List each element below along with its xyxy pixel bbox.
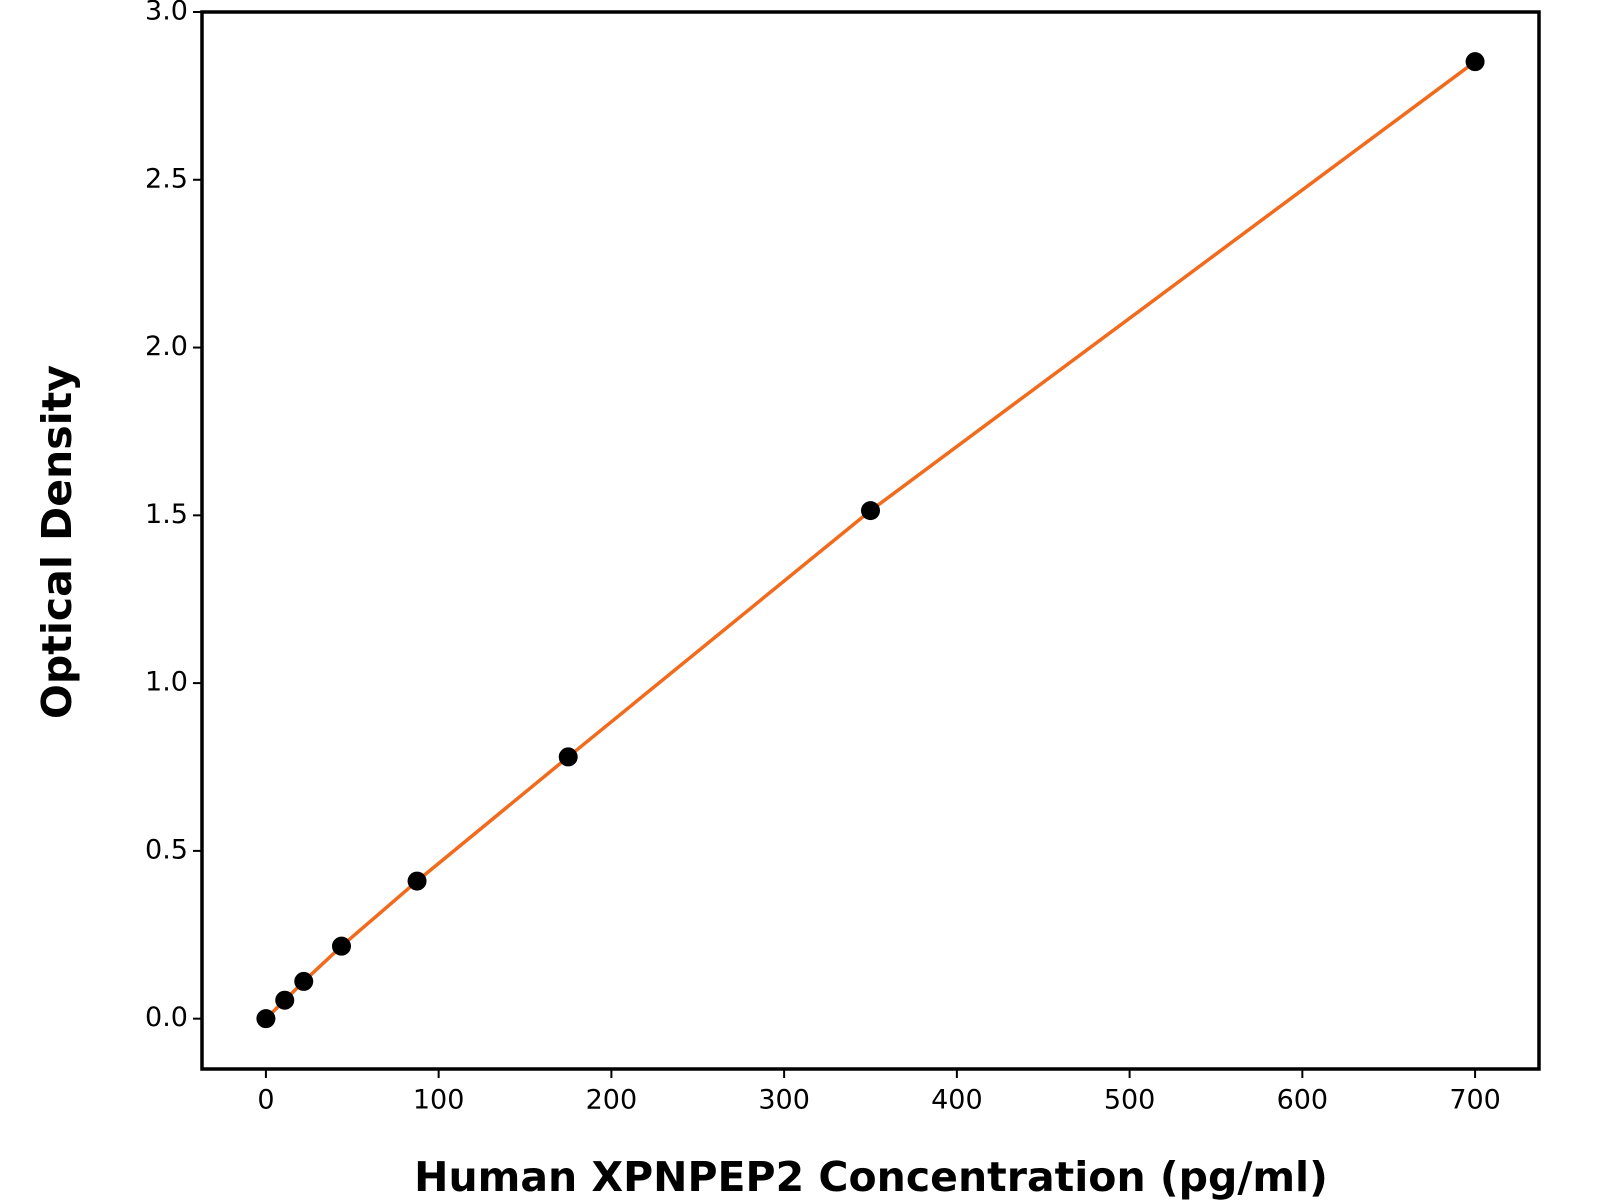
x-tick-label: 300 [758, 1085, 810, 1116]
data-point [331, 936, 351, 956]
y-tick-label: 0.5 [145, 834, 188, 865]
data-point [275, 990, 295, 1010]
x-tick-label: 400 [931, 1085, 983, 1116]
x-tick-label: 700 [1449, 1085, 1501, 1116]
y-tick-label: 0.0 [145, 1002, 188, 1033]
data-point [294, 971, 314, 991]
x-tick-label: 100 [413, 1085, 465, 1116]
y-tick-label: 1.0 [145, 667, 188, 698]
x-tick-label: 0 [257, 1085, 274, 1116]
data-point [558, 747, 578, 767]
data-point [861, 501, 880, 521]
x-axis-label: Human XPNPEP2 Concentration (pg/ml) [414, 1153, 1328, 1200]
x-tick-label: 200 [586, 1085, 638, 1116]
x-tick-label: 500 [1104, 1085, 1156, 1116]
plot-frame [200, 10, 1541, 1071]
y-axis-label: Optical Density [33, 365, 81, 719]
data-point [1465, 52, 1485, 72]
data-line [264, 60, 1477, 1020]
data-point [407, 871, 427, 891]
y-tick-label: 1.5 [145, 499, 188, 530]
data-point [256, 1009, 276, 1029]
y-tick-label: 3.0 [145, 0, 188, 27]
y-tick-label: 2.0 [145, 331, 188, 362]
y-tick-label: 2.5 [145, 163, 188, 194]
x-tick-label: 600 [1277, 1085, 1329, 1116]
